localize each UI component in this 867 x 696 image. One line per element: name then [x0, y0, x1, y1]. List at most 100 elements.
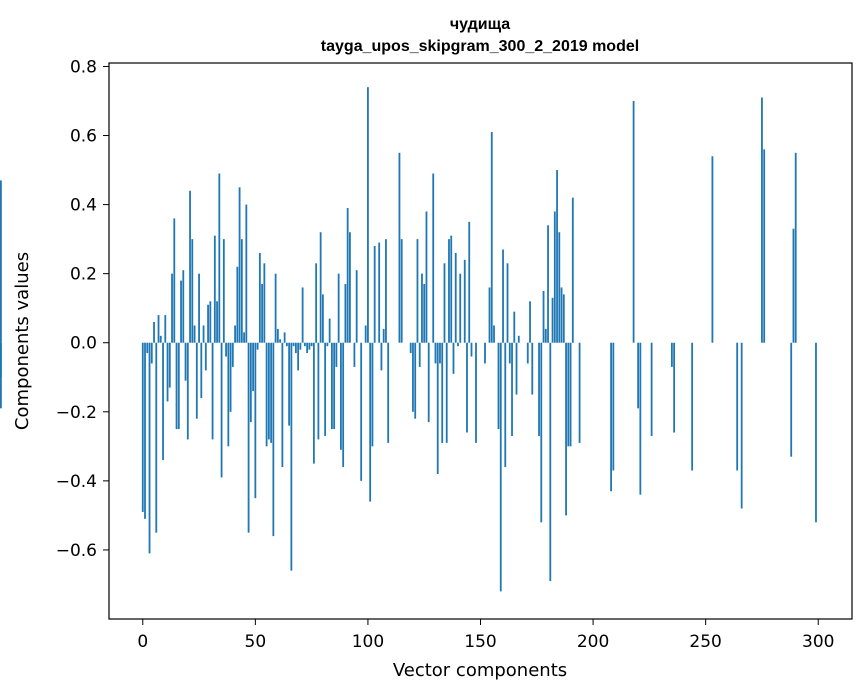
bar-72: [303, 342, 306, 347]
bar-25: [198, 273, 200, 343]
y-tick-label: 0.0: [70, 334, 97, 354]
bar-22: [191, 239, 194, 343]
bar-12: [168, 342, 171, 388]
bar-61: [279, 339, 282, 343]
bar-6: [155, 342, 158, 533]
y-tick-label: −0.4: [56, 472, 97, 492]
bar-49: [252, 342, 254, 392]
bar-28: [204, 342, 207, 371]
bar-81: [324, 342, 327, 436]
y-tick-label: −0.6: [56, 541, 97, 561]
bar-84: [331, 342, 333, 430]
bar-138: [452, 342, 455, 374]
bar-40: [231, 342, 234, 367]
bar-162: [506, 263, 509, 343]
bar-276: [763, 149, 766, 343]
bar-14: [173, 218, 176, 343]
bar-126: [425, 211, 428, 343]
bar-41: [234, 325, 236, 343]
bar-188: [565, 342, 567, 516]
bar-130: [434, 342, 437, 364]
bar-11: [166, 342, 169, 402]
bar-137: [450, 235, 453, 343]
bar-264: [736, 342, 739, 471]
y-axis-label: Components values: [12, 252, 33, 430]
bar-70: [299, 342, 302, 350]
bar-166: [515, 342, 518, 395]
bar-8: [159, 335, 162, 343]
bar-161: [504, 342, 507, 468]
bar-139: [454, 252, 457, 343]
bar-56: [267, 342, 270, 440]
bar-68: [294, 342, 297, 354]
bar-156: [493, 325, 495, 343]
x-tick-label: 150: [464, 632, 496, 652]
bar-38: [227, 342, 230, 447]
bar-45: [243, 332, 245, 343]
bar-146: [470, 342, 473, 357]
y-axis-ticks: −0.6 −0.4 −0.2 0.0 0.2 0.4 0.6 0.8: [56, 57, 109, 561]
bar-89: [342, 342, 345, 468]
bar-109: [387, 342, 390, 443]
bar-148: [475, 342, 477, 443]
bar-13: [171, 273, 173, 343]
bar-176: [538, 342, 540, 436]
bar-226: [650, 342, 653, 436]
chart-title: чудища: [450, 16, 510, 33]
bar-125: [423, 284, 426, 343]
bar-171: [526, 342, 529, 364]
bar-69: [297, 342, 300, 371]
bar-54: [263, 263, 266, 343]
bar-134: [443, 263, 446, 343]
y-tick-label: 0.4: [70, 196, 97, 216]
bar-66: [290, 342, 293, 571]
bar-35: [220, 342, 223, 478]
bar-182: [551, 297, 554, 343]
bar-92: [349, 232, 351, 343]
bar-236: [673, 342, 676, 433]
bar-53: [261, 284, 263, 343]
bar-5: [153, 322, 155, 343]
bar-undefined: [0, 342, 2, 378]
bar-115: [400, 239, 403, 343]
bar-20: [186, 342, 189, 440]
bar-180: [547, 225, 549, 343]
x-tick-label: 300: [802, 632, 834, 652]
bar-123: [418, 342, 421, 367]
bar-85: [333, 342, 336, 430]
bar-24: [195, 342, 198, 419]
bar-90: [344, 284, 347, 343]
bar-190: [569, 342, 572, 447]
bar-16: [177, 342, 180, 430]
bar-136: [448, 239, 450, 343]
bar-88: [340, 342, 342, 450]
bar-59: [274, 273, 277, 343]
bar-83: [328, 318, 331, 343]
bar-144: [466, 342, 468, 433]
bar-55: [265, 342, 268, 447]
bar-79: [319, 232, 322, 343]
bar-179: [544, 328, 547, 343]
y-tick-label: −0.2: [56, 403, 97, 423]
bar-37: [225, 342, 227, 357]
bar-3: [148, 342, 151, 554]
bar-17: [180, 280, 182, 343]
bar-34: [218, 173, 221, 343]
bar-60: [276, 328, 279, 343]
bar-42: [236, 266, 239, 343]
bar-140: [457, 342, 459, 347]
bar-46: [245, 204, 248, 343]
bar-97: [360, 342, 363, 481]
bar-131: [436, 342, 439, 474]
bar-158: [497, 342, 500, 430]
bar-0: [141, 342, 144, 512]
bar-30: [209, 301, 212, 343]
bar-77: [315, 263, 318, 343]
bar-67: [292, 342, 295, 347]
x-tick-label: 50: [245, 632, 267, 652]
bar-121: [414, 342, 417, 419]
bar-124: [421, 273, 423, 343]
bar-78: [317, 342, 320, 440]
bar-266: [740, 342, 743, 509]
